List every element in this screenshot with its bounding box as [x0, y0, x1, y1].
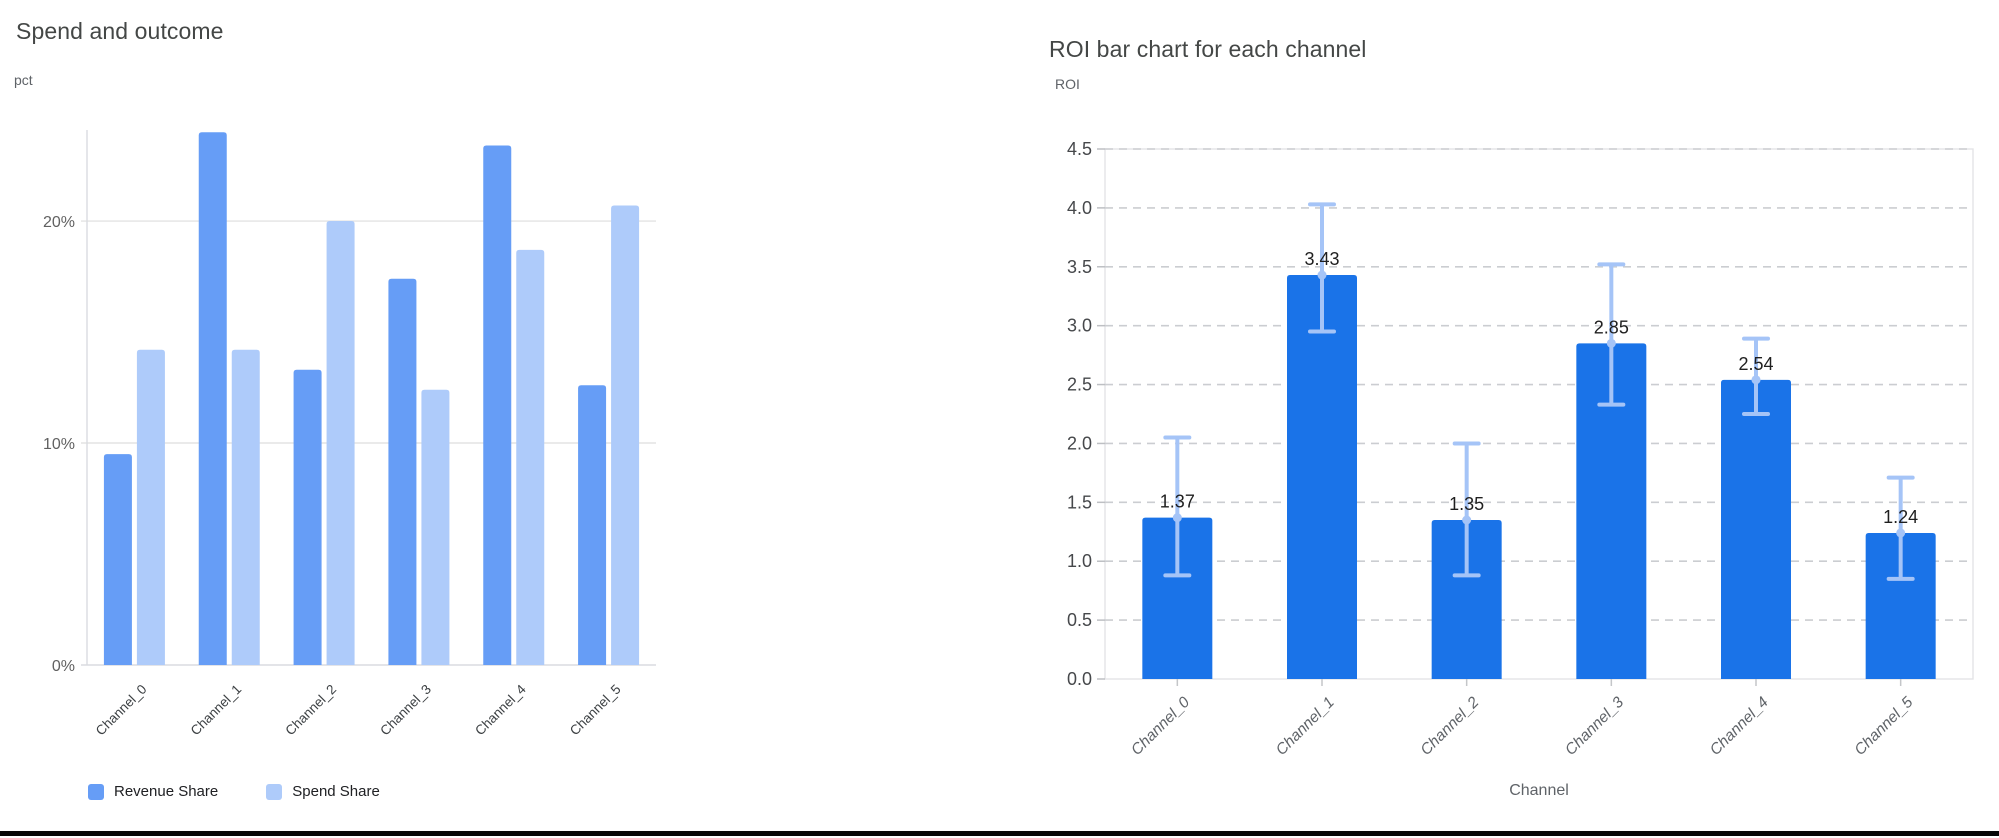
right-x-tick-label: Channel_5: [1851, 694, 1916, 759]
right-y-tick-label: 1.0: [1067, 551, 1092, 571]
left-chart-title: Spend and outcome: [16, 18, 224, 44]
right-x-tick-label: Channel_4: [1707, 694, 1772, 759]
right-plot-border: [1104, 148, 1974, 680]
right-x-tick-label: Channel_2: [1417, 694, 1482, 759]
channel_3-error-mean-marker: [1606, 338, 1616, 348]
channel_4-revenue-share-bar[interactable]: [483, 145, 512, 665]
channel_1-value-label: 3.43: [1304, 249, 1339, 269]
right-x-tick-label: Channel_3: [1562, 694, 1627, 759]
right-x-axis-title: Channel: [1509, 782, 1569, 799]
left-x-tick-label: Channel_1: [188, 682, 245, 739]
channel_2-error-mean-marker: [1462, 515, 1472, 525]
right-y-axis-unit-label: ROI: [1055, 76, 1080, 92]
legend-label-revenue-share: Revenue Share: [114, 783, 219, 800]
legend-item-spend-share[interactable]: Spend Share: [266, 783, 380, 800]
channel_1-error-mean-marker: [1317, 270, 1327, 280]
left-x-tick-label: Channel_5: [567, 682, 624, 739]
channel_0-roi-bar[interactable]: [1142, 517, 1213, 679]
channel_0-spend-share-bar[interactable]: [136, 349, 165, 665]
right-y-tick-label: 4.5: [1067, 139, 1092, 159]
window-bottom-border: [0, 831, 1999, 836]
left-y-axis-unit-label: pct: [14, 72, 33, 88]
channel_2-revenue-share-bar[interactable]: [293, 369, 322, 665]
channel_3-revenue-share-bar[interactable]: [388, 278, 417, 665]
channel_4-roi-bar[interactable]: [1721, 379, 1791, 679]
channel_2-roi-bar[interactable]: [1431, 520, 1502, 679]
right-y-tick-label: 0.5: [1067, 610, 1092, 630]
channel_4-value-label: 2.54: [1738, 354, 1773, 374]
legend-label-spend-share: Spend Share: [292, 783, 380, 800]
revenue-share-swatch-icon: [88, 783, 104, 800]
right-y-tick-label: 3.5: [1067, 257, 1092, 277]
right-x-tick-label: Channel_1: [1273, 694, 1338, 759]
channel_0-error-mean-marker: [1172, 513, 1182, 523]
left-x-tick-label: Channel_2: [282, 682, 339, 739]
left-chart-legend: Revenue Share Spend Share: [88, 783, 380, 800]
channel_5-revenue-share-bar[interactable]: [578, 385, 607, 665]
channel_3-value-label: 2.85: [1594, 317, 1629, 337]
channel_1-spend-share-bar[interactable]: [231, 349, 260, 665]
right-y-tick-label: 2.5: [1067, 375, 1092, 395]
left-x-tick-label: Channel_0: [93, 682, 150, 739]
channel_2-spend-share-bar[interactable]: [326, 221, 355, 665]
left-y-tick-label: 10%: [43, 436, 75, 453]
channel_0-value-label: 1.37: [1160, 492, 1195, 512]
spend-share-swatch-icon: [266, 783, 283, 800]
right-y-tick-label: 0.0: [1067, 669, 1092, 689]
channel_0-revenue-share-bar[interactable]: [103, 454, 132, 665]
channel_3-spend-share-bar[interactable]: [421, 389, 450, 665]
right-y-tick-label: 3.0: [1067, 316, 1092, 336]
right-y-tick-label: 2.0: [1067, 433, 1092, 453]
left-y-tick-label: 20%: [43, 214, 75, 231]
channel_4-error-mean-marker: [1751, 375, 1761, 385]
legend-item-revenue-share[interactable]: Revenue Share: [88, 783, 218, 800]
left-y-tick-label: 0%: [52, 658, 75, 675]
right-y-tick-label: 4.0: [1067, 198, 1092, 218]
channel_1-revenue-share-bar[interactable]: [198, 132, 227, 665]
right-y-tick-label: 1.5: [1067, 492, 1092, 512]
right-x-tick-label: Channel_0: [1128, 694, 1193, 759]
channel_4-spend-share-bar[interactable]: [516, 249, 545, 665]
right-chart-title: ROI bar chart for each channel: [1049, 36, 1367, 62]
channel_3-roi-bar[interactable]: [1576, 343, 1647, 679]
channel_1-roi-bar[interactable]: [1287, 275, 1357, 679]
channel_5-roi-bar[interactable]: [1865, 532, 1936, 679]
channel_5-spend-share-bar[interactable]: [611, 205, 640, 665]
channel_5-error-mean-marker: [1896, 528, 1906, 538]
channel_2-value-label: 1.35: [1449, 494, 1484, 514]
channel_5-value-label: 1.24: [1883, 507, 1918, 527]
left-x-tick-label: Channel_3: [377, 682, 434, 739]
left-x-tick-label: Channel_4: [472, 681, 529, 738]
